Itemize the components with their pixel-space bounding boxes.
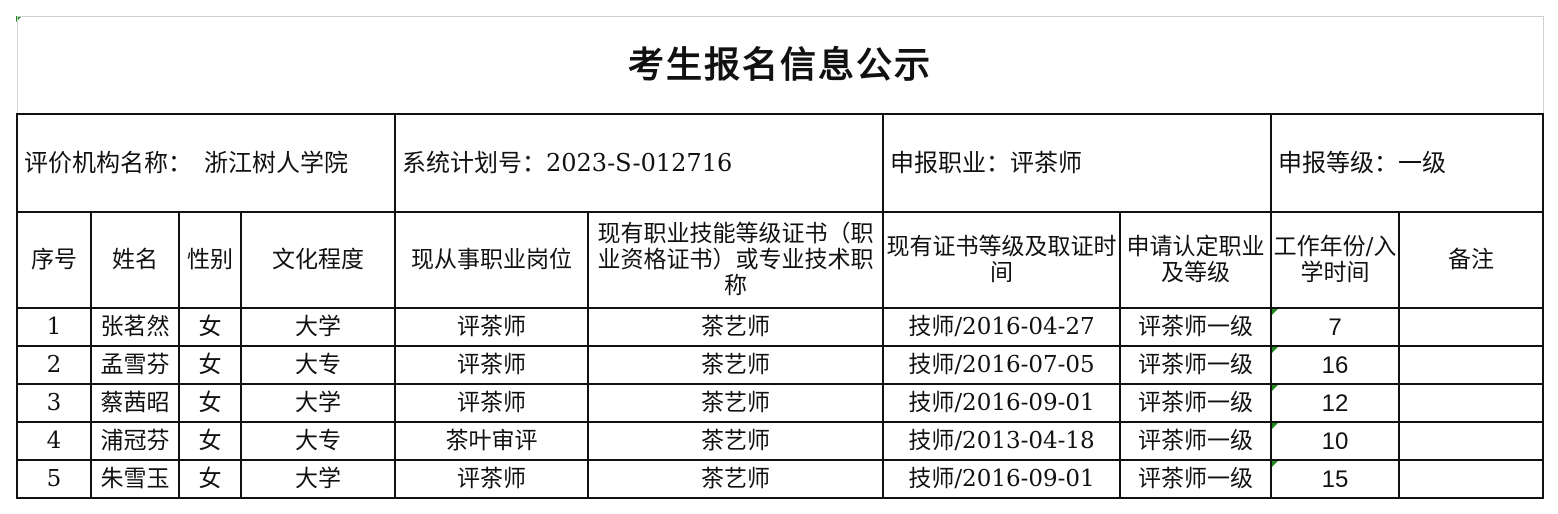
cell-current-certificate: 茶艺师 xyxy=(587,345,884,385)
table-row: 4 浦冠芬女大专 茶叶审评 茶艺师 技师/2013-04-18 评茶师一级 10 xyxy=(16,421,1545,461)
column-header-applied-occupation-level: 申请认定职业及等级 xyxy=(1119,211,1272,309)
declared-occupation: 申报职业：评茶师 xyxy=(882,113,1272,213)
cell-applied-occupation-level: 评茶师一级 xyxy=(1119,459,1272,499)
plan-number: 系统计划号：2023-S-012716 xyxy=(394,113,884,213)
table-row: 3 蔡茜昭女大学 评茶师 茶艺师 技师/2016-09-01 评茶师一级 12 xyxy=(16,383,1545,423)
cell-education: 大学 xyxy=(240,459,396,499)
cell-work-years: 15 xyxy=(1270,459,1400,499)
cell-education: 大专 xyxy=(240,345,396,385)
cell-work-years: 16 xyxy=(1270,345,1400,385)
org-name: 评价机构名称： 浙江树人学院 xyxy=(16,113,396,213)
column-header-work-years: 工作年份/入学时间 xyxy=(1270,211,1400,309)
cell-gender: 女 xyxy=(178,383,242,423)
cell-work-years: 10 xyxy=(1270,421,1400,461)
cell-name: 张茗然 xyxy=(90,307,180,347)
cell-name: 朱雪玉 xyxy=(90,459,180,499)
cell-current-certificate: 茶艺师 xyxy=(587,459,884,499)
cell-current-post: 评茶师 xyxy=(394,345,589,385)
cell-certificate-level-date: 技师/2016-04-27 xyxy=(882,307,1121,347)
cell-education: 大学 xyxy=(240,307,396,347)
column-header-current-certificate: 现有职业技能等级证书（职业资格证书）或专业技术职称 xyxy=(587,211,884,309)
column-header-gender: 性别 xyxy=(178,211,242,309)
cell-certificate-level-date: 技师/2016-09-01 xyxy=(882,383,1121,423)
cell-applied-occupation-level: 评茶师一级 xyxy=(1119,345,1272,385)
cell-gender: 女 xyxy=(178,345,242,385)
cell-education: 大学 xyxy=(240,383,396,423)
cell-remarks xyxy=(1397,307,1545,347)
cell-current-post: 评茶师 xyxy=(394,307,589,347)
cell-index: 3 xyxy=(16,383,92,423)
column-header-current-post: 现从事职业岗位 xyxy=(394,211,589,309)
cell-current-certificate: 茶艺师 xyxy=(587,421,884,461)
cell-remarks xyxy=(1397,383,1545,423)
cell-current-post: 评茶师 xyxy=(394,383,589,423)
cell-gender: 女 xyxy=(178,459,242,499)
table-row: 5 朱雪玉女大学 评茶师 茶艺师 技师/2016-09-01 评茶师一级 15 xyxy=(16,459,1545,499)
cell-work-years: 7 xyxy=(1270,307,1400,347)
declared-level: 申报等级：一级 xyxy=(1269,113,1545,213)
registration-table: 考生报名信息公示 评价机构名称： 浙江树人学院 系统计划号：2023-S-012… xyxy=(16,16,1545,499)
column-header-certificate-level-date: 现有证书等级及取证时间 xyxy=(882,211,1121,309)
cell-index: 2 xyxy=(16,345,92,385)
cell-current-post: 评茶师 xyxy=(394,459,589,499)
cell-name: 孟雪芬 xyxy=(90,345,180,385)
cell-gender: 女 xyxy=(178,307,242,347)
cell-index: 1 xyxy=(16,307,92,347)
cell-index: 5 xyxy=(16,459,92,499)
cell-applied-occupation-level: 评茶师一级 xyxy=(1119,421,1272,461)
cell-remarks xyxy=(1397,421,1545,461)
cell-name: 浦冠芬 xyxy=(90,421,180,461)
column-header-remarks: 备注 xyxy=(1397,211,1545,309)
cell-applied-occupation-level: 评茶师一级 xyxy=(1119,307,1272,347)
cell-work-years: 12 xyxy=(1270,383,1400,423)
cell-remarks xyxy=(1397,345,1545,385)
cell-applied-occupation-level: 评茶师一级 xyxy=(1119,383,1272,423)
cell-current-post: 茶叶审评 xyxy=(394,421,589,461)
table-row: 1 张茗然女大学 评茶师 茶艺师 技师/2016-04-27 评茶师一级 7 xyxy=(16,307,1545,347)
cell-index: 4 xyxy=(16,421,92,461)
page-title: 考生报名信息公示 xyxy=(16,16,1544,115)
cell-certificate-level-date: 技师/2016-07-05 xyxy=(882,345,1121,385)
cell-education: 大专 xyxy=(240,421,396,461)
cell-current-certificate: 茶艺师 xyxy=(587,307,884,347)
cell-certificate-level-date: 技师/2016-09-01 xyxy=(882,459,1121,499)
cell-current-certificate: 茶艺师 xyxy=(587,383,884,423)
column-header-index: 序号 xyxy=(16,211,92,309)
column-header-name: 姓名 xyxy=(90,211,180,309)
cell-remarks xyxy=(1397,459,1545,499)
cell-certificate-level-date: 技师/2013-04-18 xyxy=(882,421,1121,461)
cell-name: 蔡茜昭 xyxy=(90,383,180,423)
table-row: 2 孟雪芬女大专 评茶师 茶艺师 技师/2016-07-05 评茶师一级 16 xyxy=(16,345,1545,385)
cell-gender: 女 xyxy=(178,421,242,461)
column-header-education: 文化程度 xyxy=(240,211,396,309)
